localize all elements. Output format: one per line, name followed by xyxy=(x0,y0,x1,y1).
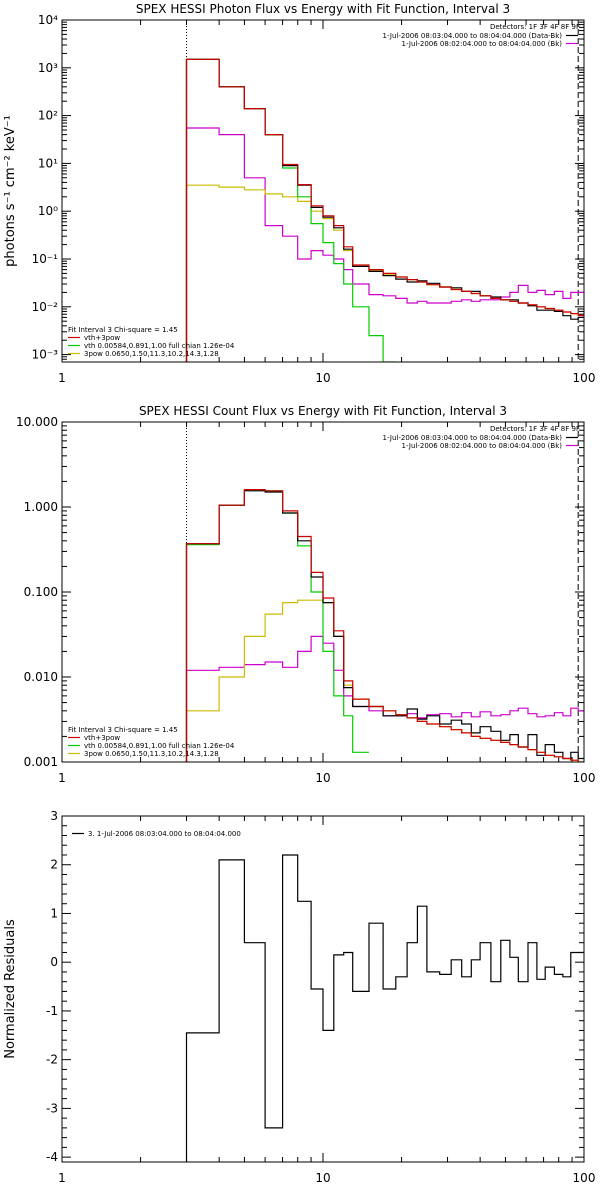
y-tick-label: 1 xyxy=(50,906,58,920)
chart-panel-3: Normalized Residuals 1 10 100 -4 -3 -2 -1 0 1 2 3 3.… xyxy=(3,809,595,1185)
y-tick-label: 2 xyxy=(50,858,58,872)
time-legend-label: 1-Jul-2006 08:03:04.000 to 08:04:04.000 … xyxy=(383,434,563,442)
x-tick-label: 10 xyxy=(315,1171,330,1185)
series-vth xyxy=(185,489,369,762)
y-tick-label: 10⁰ xyxy=(38,204,58,218)
axes-frame xyxy=(61,421,585,763)
detectors-label: Detectors: 1F 3F 4F 8F 9F xyxy=(490,425,580,433)
chart-title: SPEX HESSI Photon Flux vs Energy with Fi… xyxy=(136,2,510,16)
residual-legend-label: 3. 1-Jul-2006 08:03:04.000 to 08:04:04.0… xyxy=(88,830,241,838)
detectors-label: Detectors: 1F 3F 4F 8F 9F xyxy=(490,23,580,31)
plot-area xyxy=(185,854,584,1162)
x-tick-label: 100 xyxy=(573,771,596,785)
plot-area xyxy=(185,20,584,362)
y-tick-label: 0.010 xyxy=(24,670,58,684)
x-tick-label: 10 xyxy=(315,771,330,785)
fit-legend-label: vth+3pow xyxy=(84,334,120,342)
fit-legend-title: Fit Interval 3 Chi-square = 1.45 xyxy=(68,726,178,734)
y-axis-label: photons s⁻¹ cm⁻² keV⁻¹ xyxy=(3,115,18,267)
y-tick-label: -3 xyxy=(46,1101,58,1115)
axes-frame xyxy=(61,19,585,363)
x-tick-label: 10 xyxy=(315,371,330,385)
fit-legend-label: 3pow 0.0650,1.50,11.3,10.2,14.3,1.28 xyxy=(84,350,219,358)
y-tick-label: 10⁻¹ xyxy=(32,252,59,266)
series-3pow xyxy=(185,599,584,762)
chart-title: SPEX HESSI Count Flux vs Energy with Fit… xyxy=(139,404,507,418)
series-3pow xyxy=(185,184,584,362)
chart-panel-1: SPEX HESSI Photon Flux vs Energy with Fi… xyxy=(3,2,595,385)
y-tick-label: 10¹ xyxy=(38,156,58,170)
series-data-bk xyxy=(185,490,584,762)
y-tick-label: 10⁻² xyxy=(32,300,59,314)
fit-legend-label: vth+3pow xyxy=(84,734,120,742)
x-tick-label: 100 xyxy=(573,1171,596,1185)
axes-frame xyxy=(61,815,585,1163)
plot-area xyxy=(185,422,584,762)
series-bk xyxy=(185,127,584,362)
y-tick-label: 10² xyxy=(38,109,58,123)
y-tick-label: 10⁻³ xyxy=(32,348,59,362)
y-tick-label: 1.000 xyxy=(24,500,58,514)
series-bk xyxy=(185,635,584,762)
y-tick-label: 10⁴ xyxy=(38,13,58,27)
time-legend-label: 1-Jul-2006 08:02:04.000 to 08:04:04.000 … xyxy=(402,40,563,48)
y-axis-label: Normalized Residuals xyxy=(3,919,18,1059)
y-tick-label: 3 xyxy=(50,809,58,823)
x-tick-label: 1 xyxy=(58,371,66,385)
y-tick-label: -2 xyxy=(46,1053,58,1067)
y-tick-label: 0.100 xyxy=(24,585,58,599)
series-data-bk xyxy=(185,58,584,362)
y-tick-label: -4 xyxy=(46,1150,58,1164)
y-tick-label: 10.000 xyxy=(16,415,58,429)
fit-legend-label: 3pow 0.0650,1.50,11.3,10.2,14.3,1.28 xyxy=(84,750,219,758)
x-tick-label: 1 xyxy=(58,1171,66,1185)
x-tick-label: 100 xyxy=(573,371,596,385)
time-legend-label: 1-Jul-2006 08:02:04.000 to 08:04:04.000 … xyxy=(402,442,563,450)
x-tick-label: 1 xyxy=(58,771,66,785)
time-legend-label: 1-Jul-2006 08:03:04.000 to 08:04:04.000 … xyxy=(383,32,563,40)
y-tick-label: 10³ xyxy=(38,61,58,75)
series-vth xyxy=(185,58,396,362)
series-residuals xyxy=(185,854,584,1162)
series-vth-3pow xyxy=(185,489,584,762)
y-tick-label: -1 xyxy=(46,1004,58,1018)
y-tick-label: 0.001 xyxy=(24,755,58,769)
series-vth-3pow xyxy=(185,58,584,362)
fit-legend-title: Fit Interval 3 Chi-square = 1.45 xyxy=(68,326,178,334)
chart-panel-2: SPEX HESSI Count Flux vs Energy with Fit… xyxy=(16,404,595,785)
fit-legend-label: vth 0.00584,0.891,1.00 full chian 1.26e-… xyxy=(84,342,235,350)
fit-legend-label: vth 0.00584,0.891,1.00 full chian 1.26e-… xyxy=(84,742,235,750)
y-tick-label: 0 xyxy=(50,955,58,969)
